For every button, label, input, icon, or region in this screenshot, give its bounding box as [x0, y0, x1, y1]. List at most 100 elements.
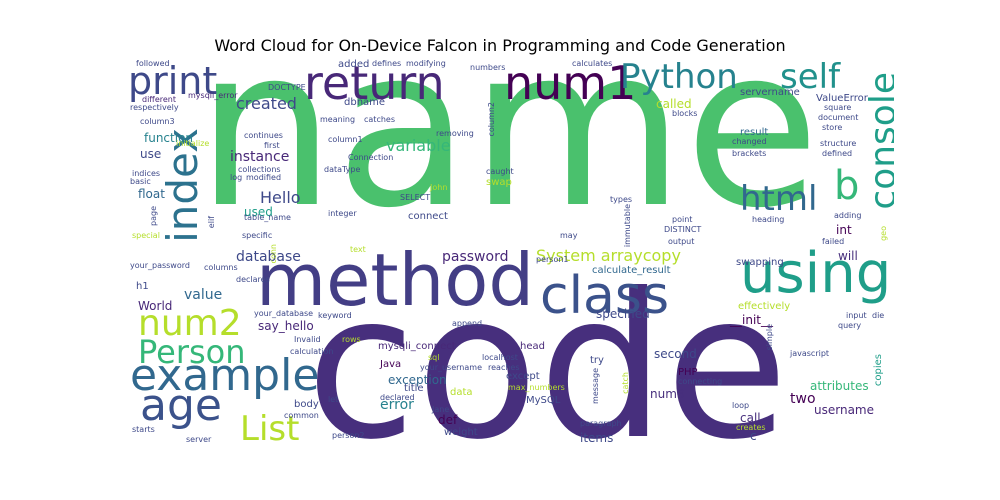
word-variable: variable: [386, 136, 451, 155]
word-calculation: calculation: [290, 347, 334, 356]
word-items: items: [580, 431, 614, 442]
word-return: return: [304, 58, 445, 110]
word-num2: num2: [138, 303, 242, 344]
word-attributes: attributes: [810, 379, 869, 393]
word-python: Python: [620, 58, 738, 97]
word-valueerror: ValueError: [816, 93, 868, 104]
word-password: password: [442, 249, 509, 265]
word-input: input: [846, 311, 867, 320]
word-say-hello: say_hello: [258, 319, 314, 333]
word-point: point: [672, 215, 693, 224]
word-message: message: [591, 368, 600, 404]
word-created: created: [236, 94, 297, 113]
word-dbname: dbname: [344, 97, 386, 108]
word-your-database: your_database: [254, 309, 314, 318]
word-console: console: [863, 72, 894, 210]
word-specified: specified: [596, 307, 650, 321]
word-init: __init__: [730, 313, 773, 327]
word-initialize: initialize: [176, 139, 210, 148]
word-indices: indices: [132, 169, 161, 178]
word-instance: instance: [230, 149, 290, 165]
word-value: value: [184, 287, 223, 303]
word-adding: adding: [834, 211, 862, 220]
word-head: head: [520, 341, 545, 352]
word-append: append: [452, 319, 483, 328]
word-declares: declares: [236, 275, 270, 284]
word-log: log: [230, 173, 243, 182]
word-method: method: [256, 238, 535, 322]
word-data: data: [450, 387, 473, 398]
word-blocks: blocks: [672, 109, 698, 118]
word-conn: conn: [269, 244, 278, 264]
word-distinct: DISTINCT: [664, 225, 702, 234]
word-followed: followed: [136, 59, 170, 68]
word-num1: num1: [504, 58, 637, 110]
chart-title: Word Cloud for On-Device Falcon in Progr…: [214, 36, 786, 55]
word-doctype: DOCTYPE: [268, 83, 306, 92]
word-your-username: your_username: [420, 363, 482, 372]
word-effectively: effectively: [738, 301, 791, 312]
word-modifying: modifying: [406, 59, 446, 68]
word-using: using: [740, 241, 892, 306]
word-integer: integer: [328, 209, 357, 218]
word-added: added: [338, 59, 370, 70]
word-common: common: [284, 411, 319, 420]
word-try: try: [590, 355, 604, 366]
word-second: second: [654, 347, 697, 361]
word-function: function: [144, 131, 194, 145]
word-removing: removing: [436, 129, 474, 138]
word-title: title: [404, 383, 424, 394]
word-mysql: MySQL: [526, 395, 561, 406]
word-types: types: [610, 195, 633, 204]
word-username: username: [814, 403, 874, 417]
word-system-arraycopy: System arraycopy: [536, 246, 681, 265]
word-select: SELECT: [400, 193, 431, 202]
word-simple: simple: [765, 324, 774, 351]
word-two: two: [790, 391, 816, 407]
word-called: called: [656, 97, 692, 111]
word-catch: catch: [621, 372, 630, 394]
word-copies: copies: [873, 354, 884, 387]
word-starts: starts: [132, 425, 155, 434]
word-document: document: [818, 113, 859, 122]
word-table-name: table_name: [244, 213, 291, 222]
word-basic: basic: [130, 177, 151, 186]
word-weight: weight: [444, 427, 478, 438]
word-query: query: [838, 321, 862, 330]
word-servername: servername: [740, 87, 800, 98]
word-column1: column1: [328, 135, 363, 144]
word-page: page: [149, 206, 158, 226]
word-catches: catches: [364, 115, 395, 124]
word-person: Person: [138, 333, 246, 371]
word-different: different: [142, 95, 176, 104]
word-c: c: [750, 429, 757, 442]
word-store: store: [822, 123, 843, 132]
word-may: may: [560, 231, 578, 240]
word-print: print: [128, 59, 218, 103]
word-sql: sql: [428, 353, 440, 362]
word-float: float: [138, 187, 165, 201]
word-exception: exception: [388, 373, 447, 387]
word-h1: h1: [136, 281, 149, 292]
word-connection: Connection: [348, 153, 394, 162]
word-immutable: immutable: [623, 204, 632, 248]
word-list: List: [240, 409, 300, 442]
word-connect: connect: [408, 211, 448, 222]
word-structure: structure: [820, 139, 857, 148]
word-class: class: [540, 266, 670, 326]
word-localhost: localhost: [482, 353, 518, 362]
word-your-password: your_password: [130, 261, 190, 270]
word-calculates: calculates: [572, 59, 613, 68]
word-result: result: [740, 127, 769, 138]
word-world: World: [138, 299, 173, 313]
word-caught: caught: [486, 167, 514, 176]
word-connecting: connecting: [678, 377, 723, 386]
word-text: text: [350, 245, 366, 254]
word-jane: Jane: [432, 405, 450, 414]
word-column2: column2: [487, 102, 496, 137]
word-call: call: [740, 411, 761, 425]
word-die: die: [872, 311, 885, 320]
word-person2: person2: [332, 431, 365, 440]
word-age: age: [140, 380, 222, 431]
word-defined: defined: [822, 149, 853, 158]
